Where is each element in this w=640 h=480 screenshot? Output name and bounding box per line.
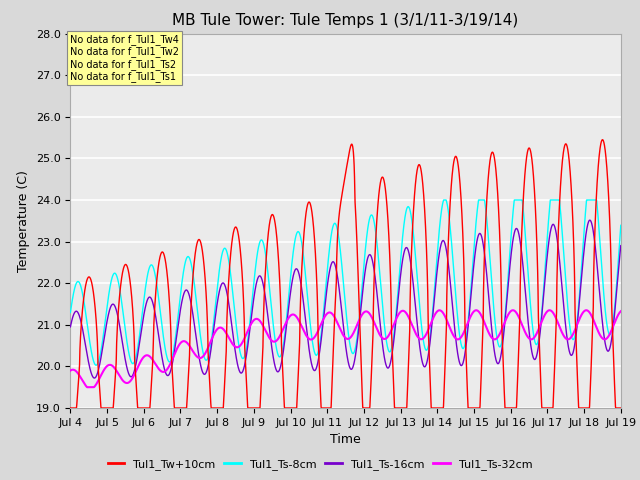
Legend: Tul1_Tw+10cm, Tul1_Ts-8cm, Tul1_Ts-16cm, Tul1_Ts-32cm: Tul1_Tw+10cm, Tul1_Ts-8cm, Tul1_Ts-16cm,… <box>103 455 537 474</box>
Title: MB Tule Tower: Tule Temps 1 (3/1/11-3/19/14): MB Tule Tower: Tule Temps 1 (3/1/11-3/19… <box>172 13 519 28</box>
X-axis label: Time: Time <box>330 433 361 446</box>
Text: No data for f_Tul1_Tw4
No data for f_Tul1_Tw2
No data for f_Tul1_Ts2
No data for: No data for f_Tul1_Tw4 No data for f_Tul… <box>70 34 179 82</box>
Y-axis label: Temperature (C): Temperature (C) <box>17 170 30 272</box>
